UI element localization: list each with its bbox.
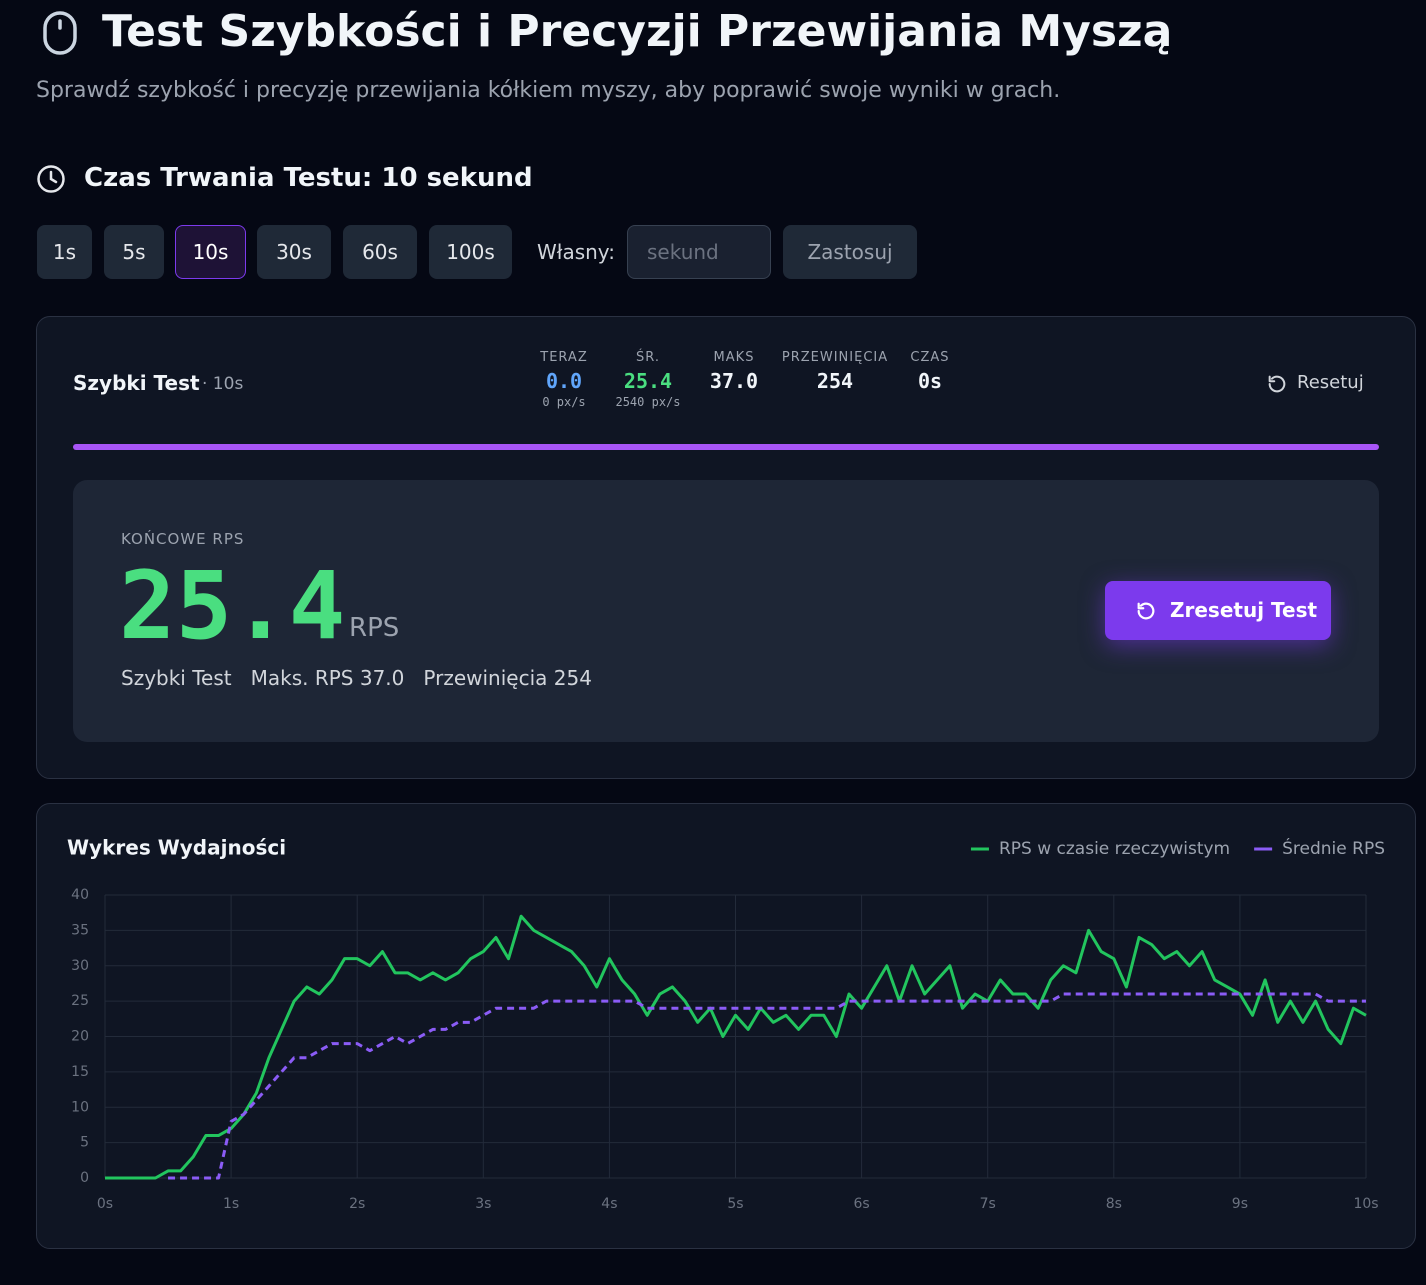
stat: CZAS 0s	[910, 350, 949, 393]
reset-test-icon	[1137, 602, 1155, 620]
y-tick-label: 30	[71, 958, 89, 974]
stat-label: PRZEWINIĘCIA	[781, 350, 889, 365]
reset-test-label: Zresetuj Test	[1170, 598, 1318, 622]
stat-label: CZAS	[910, 350, 950, 365]
apply-button[interactable]: Zastosuj	[783, 225, 917, 279]
stat-sub: 0 px/s	[542, 395, 586, 409]
y-tick-label: 35	[71, 922, 89, 938]
progress-bar	[73, 444, 1379, 450]
duration-option[interactable]: 5s	[104, 225, 164, 279]
reset-link[interactable]: Resetuj	[1297, 372, 1364, 393]
stat: ŚR. 25.4 2540 px/s	[615, 350, 680, 409]
stat: MAKS 37.0	[710, 350, 758, 393]
duration-option[interactable]: 60s	[343, 225, 417, 279]
stat-value: 254	[816, 369, 854, 393]
stat-value: 37.0	[709, 369, 759, 393]
reset-icon	[1268, 375, 1286, 393]
x-tick-label: 4s	[601, 1196, 617, 1212]
y-tick-label: 5	[80, 1135, 89, 1151]
mouse-icon	[43, 11, 77, 55]
x-tick-label: 2s	[349, 1196, 365, 1212]
stat-value: 0s	[917, 369, 943, 393]
reset-test-button[interactable]	[1105, 581, 1331, 640]
legend-label: Średnie RPS	[1282, 837, 1385, 859]
x-tick-label: 5s	[727, 1196, 743, 1212]
duration-option[interactable]: 100s	[429, 225, 512, 279]
y-tick-label: 15	[71, 1064, 89, 1080]
stat-label: TERAZ	[540, 350, 588, 365]
stat-label: MAKS	[713, 350, 755, 365]
page-subtitle: Sprawdź szybkość i precyzję przewijania …	[36, 78, 1061, 103]
y-tick-label: 0	[80, 1170, 89, 1186]
x-tick-label: 1s	[223, 1196, 239, 1212]
x-tick-label: 10s	[1353, 1196, 1378, 1212]
x-tick-label: 0s	[97, 1196, 113, 1212]
stat-label: ŚR.	[636, 350, 660, 365]
stat-value: 25.4	[623, 369, 673, 393]
result-unit: RPS	[349, 613, 400, 643]
chart-title: Wykres Wydajności	[67, 836, 286, 860]
result-value: 25.4	[119, 552, 346, 661]
duration-option[interactable]: 1s	[37, 225, 92, 279]
x-tick-label: 7s	[980, 1196, 996, 1212]
page-title: Test Szybkości i Precyzji Przewijania My…	[102, 6, 1173, 57]
custom-label: Własny:	[537, 240, 615, 264]
x-tick-label: 3s	[475, 1196, 491, 1212]
x-tick-label: 9s	[1232, 1196, 1248, 1212]
stat: PRZEWINIĘCIA 254	[782, 350, 888, 393]
y-tick-label: 25	[71, 993, 89, 1009]
result-details: Szybki Test Maks. RPS 37.0 Przewinięcia 25…	[121, 666, 592, 690]
stat-value: 0.0	[545, 369, 583, 393]
y-tick-label: 20	[71, 1029, 89, 1045]
duration-heading: Czas Trwania Testu: 10 sekund	[84, 163, 533, 193]
result-detail: Maks. RPS 37.0	[250, 666, 405, 690]
test-duration: · 10s	[202, 374, 244, 394]
x-tick-label: 6s	[853, 1196, 869, 1212]
result-detail: Szybki Test	[121, 666, 232, 690]
series-line	[168, 992, 1366, 1180]
chart: Wykres Wydajności 0 5 10 15 20 25 30 35 40 0s 1s 2s…	[67, 836, 1385, 1213]
duration-option[interactable]: 30s	[257, 225, 331, 279]
chart-card	[36, 803, 1416, 1249]
result-label: KOŃCOWE RPS	[121, 530, 245, 548]
stat-sub: 2540 px/s	[615, 395, 681, 409]
stat: TERAZ 0.0 0 px/s	[540, 350, 587, 409]
y-tick-label: 40	[71, 887, 89, 903]
x-tick-label: 8s	[1106, 1196, 1122, 1212]
legend-label: RPS w czasie rzeczywistym	[999, 839, 1230, 859]
custom-input[interactable]: sekund	[627, 225, 771, 279]
series-line	[105, 914, 1367, 1180]
clock-icon	[37, 165, 65, 193]
result-detail: Przewinięcia 254	[423, 666, 592, 690]
test-name: Szybki Test	[73, 371, 200, 395]
duration-option[interactable]: 10s	[175, 225, 246, 279]
y-tick-label: 10	[71, 1099, 89, 1115]
